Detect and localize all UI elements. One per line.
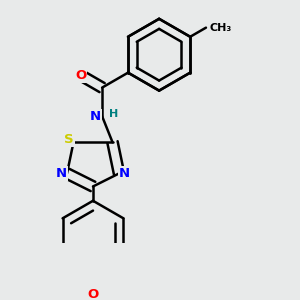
Text: N: N: [90, 110, 101, 123]
Text: S: S: [64, 133, 74, 146]
Text: H: H: [109, 109, 119, 118]
Text: CH₃: CH₃: [210, 23, 232, 33]
Text: O: O: [75, 69, 86, 82]
Text: O: O: [87, 288, 99, 300]
Text: N: N: [56, 167, 68, 180]
Text: N: N: [119, 167, 130, 180]
